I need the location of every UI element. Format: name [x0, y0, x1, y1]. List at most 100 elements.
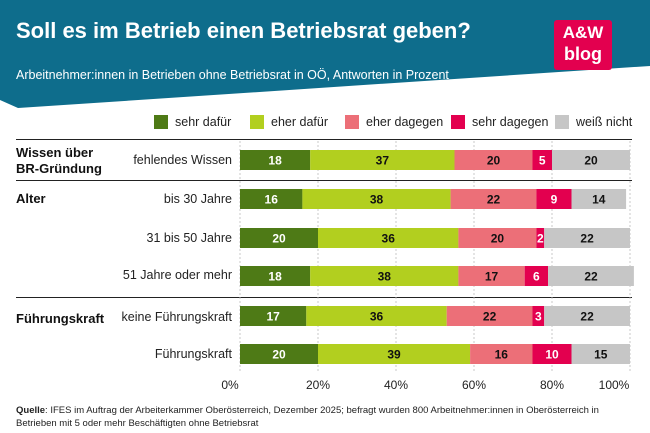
legend-item-weiss-nicht: weiß nicht: [555, 112, 632, 132]
category-label-bis-30: bis 30 Jahre: [163, 192, 232, 206]
data-label-3-4: 22: [584, 270, 598, 284]
data-label-2-4: 22: [580, 232, 594, 246]
header-background: [0, 0, 650, 108]
bar-segment-4-0: [240, 306, 307, 326]
data-label-4-4: 22: [580, 310, 594, 324]
bar-segment-4-4: [544, 306, 630, 326]
footnote: Quelle: IFES im Auftrag der Arbeiterkamm…: [16, 404, 636, 430]
legend-item-sehr-dagegen: sehr dagegen: [451, 112, 548, 132]
category-label-keine-fuehrungskraft: keine Führungskraft: [121, 310, 232, 324]
legend-label-eher-dafuer: eher dafür: [271, 115, 328, 129]
category-label-31-50: 31 bis 50 Jahre: [146, 231, 232, 245]
chart-subtitle: Arbeitnehmer:innen in Betrieben ohne Bet…: [16, 68, 449, 82]
group-label-fuehrungskraft: Führungskraft: [16, 311, 104, 327]
footnote-label: Quelle: [16, 405, 46, 416]
bar-segment-5-0: [240, 344, 318, 364]
legend-swatch-eher-dafuer: [250, 115, 264, 129]
data-label-0-1: 37: [376, 154, 390, 168]
divider-fuehrungskraft: [16, 297, 632, 298]
logo-line1: A&W: [562, 23, 604, 42]
bar-segment-0-4: [552, 150, 630, 170]
legend-label-sehr-dafuer: sehr dafür: [175, 115, 232, 129]
bar-segment-1-2: [450, 189, 537, 209]
header-banner: Soll es im Betrieb einen Betriebsrat geb…: [0, 0, 650, 112]
group-label-wissen: Wissen über BR-Gründung: [16, 145, 102, 177]
category-label-fuehrungskraft: Führungskraft: [154, 347, 232, 361]
bar-segment-4-1: [306, 306, 447, 326]
data-label-2-3: 2: [537, 232, 544, 246]
bar-segment-2-1: [318, 228, 459, 248]
data-label-4-0: 17: [266, 310, 280, 324]
data-label-1-3: 9: [551, 193, 558, 207]
bar-segment-1-4: [571, 189, 627, 209]
legend-swatch-eher-dagegen: [345, 115, 359, 129]
bar-segment-0-2: [454, 150, 533, 170]
x-tick-label-3: 60%: [461, 378, 487, 392]
legend-swatch-sehr-dafuer: [154, 115, 168, 129]
bar-segment-1-3: [536, 189, 572, 209]
divider-alter: [16, 180, 632, 181]
bar-segment-5-4: [571, 344, 630, 364]
data-label-0-0: 18: [268, 154, 282, 168]
data-label-4-2: 22: [483, 310, 497, 324]
chart-title: Soll es im Betrieb einen Betriebsrat geb…: [16, 18, 471, 43]
data-label-5-3: 10: [545, 348, 559, 362]
legend-label-eher-dagegen: eher dagegen: [366, 115, 444, 129]
footnote-text: : IFES im Auftrag der Arbeiterkammer Obe…: [16, 405, 599, 429]
data-label-3-0: 18: [268, 270, 282, 284]
bar-segment-4-3: [532, 306, 545, 326]
x-tick-label-5: 100%: [598, 378, 630, 392]
data-label-4-3: 3: [535, 310, 542, 324]
data-label-1-1: 38: [370, 193, 384, 207]
data-label-2-1: 36: [382, 232, 396, 246]
group-label-fuehrungskraft-line1: Führungskraft: [16, 311, 105, 326]
category-label-fehlendes-wissen: fehlendes Wissen: [133, 153, 232, 167]
bar-segment-3-3: [524, 266, 549, 286]
x-tick-label-0: 0%: [221, 378, 239, 392]
data-label-3-2: 17: [485, 270, 499, 284]
data-label-3-1: 38: [378, 270, 392, 284]
bar-segment-0-3: [532, 150, 552, 170]
data-label-1-4: 14: [592, 193, 606, 207]
data-label-3-3: 6: [533, 270, 540, 284]
divider-top: [16, 139, 632, 140]
legend-item-eher-dafuer: eher dafür: [250, 112, 328, 132]
bar-segment-3-1: [310, 266, 459, 286]
x-tick-label-2: 40%: [383, 378, 409, 392]
bar-segment-4-2: [446, 306, 533, 326]
data-label-4-1: 36: [370, 310, 384, 324]
group-label-alter-line1: Alter: [16, 191, 46, 206]
data-label-0-2: 20: [487, 154, 501, 168]
data-label-1-0: 16: [265, 193, 279, 207]
bar-segment-2-3: [536, 228, 545, 248]
bar-segment-0-1: [310, 150, 455, 170]
bar-segment-5-1: [318, 344, 471, 364]
bar-segment-2-2: [458, 228, 537, 248]
legend-swatch-weiss-nicht: [555, 115, 569, 129]
data-label-5-0: 20: [272, 348, 286, 362]
group-label-alter: Alter: [16, 191, 46, 207]
data-label-1-2: 22: [487, 193, 501, 207]
bar-segment-1-0: [240, 189, 303, 209]
bar-segment-2-4: [544, 228, 630, 248]
group-label-wissen-line1: Wissen über: [16, 145, 94, 160]
bar-segment-2-0: [240, 228, 318, 248]
legend-label-sehr-dagegen: sehr dagegen: [472, 115, 549, 129]
legend: sehr dafür eher dafür eher dagegen sehr …: [0, 112, 650, 134]
bar-segment-3-0: [240, 266, 311, 286]
data-label-5-1: 39: [387, 348, 401, 362]
bar-segment-0-0: [240, 150, 311, 170]
legend-item-eher-dagegen: eher dagegen: [345, 112, 443, 132]
bar-segment-3-4: [548, 266, 634, 286]
bar-segment-1-1: [302, 189, 451, 209]
aw-blog-logo[interactable]: A&W blog: [554, 20, 612, 70]
x-tick-label-4: 80%: [539, 378, 565, 392]
data-label-2-0: 20: [272, 232, 286, 246]
group-label-wissen-line2: BR-Gründung: [16, 161, 102, 176]
data-label-5-4: 15: [594, 348, 608, 362]
data-label-0-3: 5: [539, 154, 546, 168]
data-label-0-4: 20: [584, 154, 598, 168]
legend-item-sehr-dafuer: sehr dafür: [154, 112, 231, 132]
bar-segment-5-3: [532, 344, 572, 364]
